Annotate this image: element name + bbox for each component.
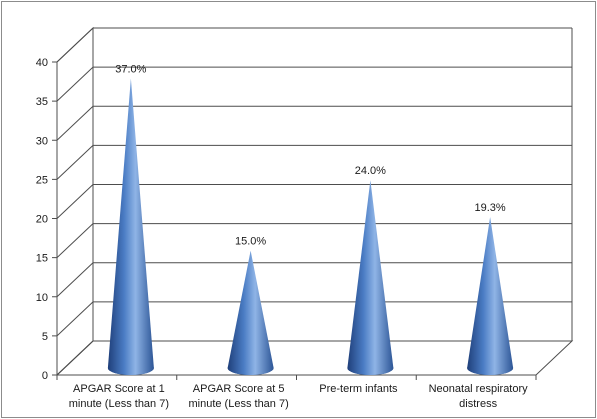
gridline-side [56, 66, 94, 102]
gridline-side [56, 105, 94, 141]
cone-body [467, 216, 514, 375]
y-tick-label: 25 [36, 174, 48, 186]
y-tick-label: 15 [36, 253, 48, 265]
category-label: APGAR Score at 5 minute (Less than 7) [188, 383, 288, 410]
y-tick-label: 30 [36, 135, 48, 147]
y-tick-label: 10 [36, 292, 48, 304]
floor [55, 340, 574, 376]
category-label-line: minute (Less than 7) [188, 398, 288, 410]
cone-bar [227, 250, 274, 375]
category-label-line: Neonatal respiratory [429, 383, 529, 395]
category-label: Neonatal respiratory distress [429, 383, 529, 410]
y-tick-label: 5 [42, 331, 48, 343]
y-tick-label: 35 [36, 96, 48, 108]
cone-bar [467, 216, 514, 375]
y-tick-label: 40 [36, 57, 48, 69]
category-label-line: minute (Less than 7) [69, 398, 169, 410]
cone-body [107, 78, 154, 375]
gridline-side [56, 262, 94, 298]
y-tick-label: 20 [36, 214, 48, 226]
category-label: Pre-term infants [319, 383, 398, 395]
category-label-line: APGAR Score at 1 [73, 383, 165, 395]
labels-group: 37.0% APGAR Score at 1 minute (Less than 7… [69, 63, 528, 410]
gridline-side [56, 301, 94, 337]
cone-bar [107, 78, 154, 375]
data-label: 37.0% [115, 63, 146, 75]
cone-bar [347, 180, 394, 375]
gridline-side [56, 184, 94, 219]
y-tick-label: 0 [42, 370, 48, 382]
data-label: 19.3% [475, 202, 506, 214]
category-label-line: distress [459, 398, 497, 410]
gridline-side [56, 223, 94, 258]
axes-group: 0 5 10 15 20 25 30 35 40 [36, 26, 574, 382]
gridline-side [56, 145, 94, 180]
category-label: APGAR Score at 1 minute (Less than 7) [69, 383, 169, 410]
cone-body [347, 180, 394, 375]
gridline-side [56, 27, 94, 63]
category-label-line: Pre-term infants [319, 383, 398, 395]
data-label: 15.0% [235, 236, 266, 248]
data-label: 24.0% [355, 165, 386, 177]
cones-group [107, 78, 514, 375]
category-label-line: APGAR Score at 5 [193, 383, 285, 395]
cone-body [227, 250, 274, 375]
